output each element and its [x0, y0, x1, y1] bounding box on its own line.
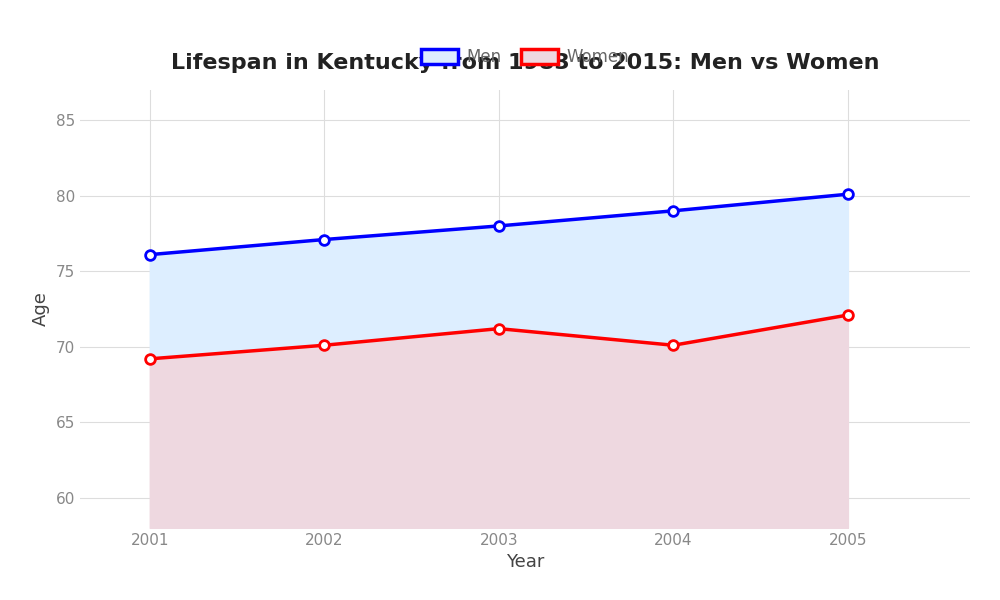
- Title: Lifespan in Kentucky from 1983 to 2015: Men vs Women: Lifespan in Kentucky from 1983 to 2015: …: [171, 53, 879, 73]
- X-axis label: Year: Year: [506, 553, 544, 571]
- Y-axis label: Age: Age: [32, 292, 50, 326]
- Legend: Men, Women: Men, Women: [414, 41, 636, 73]
